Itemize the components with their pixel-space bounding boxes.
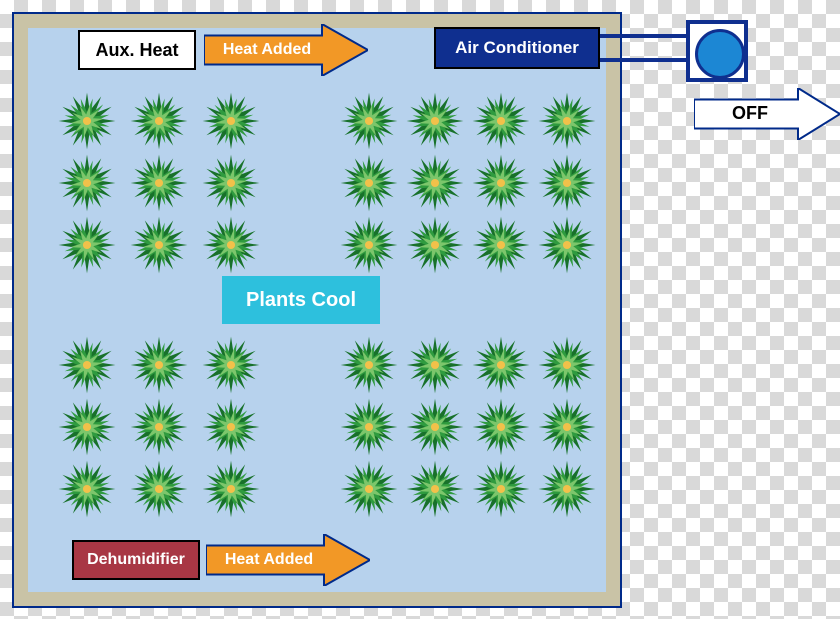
svg-text:OFF: OFF — [732, 103, 768, 123]
plant-icon — [406, 216, 464, 274]
plant-icon — [58, 398, 116, 456]
ac-connector-bottom — [600, 58, 686, 62]
plant-icon — [58, 336, 116, 394]
plant-icon — [130, 398, 188, 456]
aux-heat-box: Aux. Heat — [78, 30, 196, 70]
plant-icon — [340, 92, 398, 150]
plant-icon — [58, 460, 116, 518]
plant-icon — [538, 336, 596, 394]
plant-icon — [538, 398, 596, 456]
plant-icon — [406, 336, 464, 394]
ac-connector-top — [600, 34, 686, 38]
plants-cool-box: Plants Cool — [222, 276, 380, 324]
dehumidifier-box: Dehumidifier — [72, 540, 200, 580]
dehumidifier-label: Dehumidifier — [87, 551, 185, 569]
plant-icon — [130, 216, 188, 274]
plant-icon — [340, 216, 398, 274]
plant-icon — [130, 336, 188, 394]
plant-icon — [202, 92, 260, 150]
air-conditioner-box: Air Conditioner — [434, 27, 600, 69]
plant-icon — [538, 460, 596, 518]
plant-icon — [340, 460, 398, 518]
plant-icon — [202, 460, 260, 518]
aux-heat-label: Aux. Heat — [95, 40, 178, 61]
svg-text:Heat Added: Heat Added — [223, 41, 311, 58]
plants-cool-label: Plants Cool — [246, 289, 356, 312]
plant-icon — [340, 398, 398, 456]
heat-added-arrow-bottom: Heat Added — [206, 534, 370, 586]
plant-icon — [406, 92, 464, 150]
plant-icon — [58, 154, 116, 212]
plant-icon — [406, 398, 464, 456]
plant-icon — [538, 154, 596, 212]
condenser-fan-icon — [695, 29, 745, 79]
plant-icon — [406, 154, 464, 212]
plant-icon — [472, 460, 530, 518]
plant-icon — [472, 336, 530, 394]
plant-icon — [406, 460, 464, 518]
plant-icon — [472, 92, 530, 150]
off-arrow: OFF — [694, 88, 840, 140]
condenser-box — [686, 20, 748, 82]
plant-icon — [472, 154, 530, 212]
svg-text:Heat Added: Heat Added — [225, 551, 313, 568]
plant-icon — [202, 216, 260, 274]
plant-icon — [340, 154, 398, 212]
air-conditioner-label: Air Conditioner — [455, 38, 579, 58]
plant-icon — [340, 336, 398, 394]
plant-icon — [58, 92, 116, 150]
heat-added-arrow-top: Heat Added — [204, 24, 368, 76]
plant-icon — [538, 92, 596, 150]
plant-icon — [130, 460, 188, 518]
plant-icon — [538, 216, 596, 274]
plant-icon — [130, 92, 188, 150]
plant-icon — [202, 398, 260, 456]
plant-icon — [130, 154, 188, 212]
plant-icon — [202, 336, 260, 394]
plant-icon — [472, 216, 530, 274]
plant-icon — [202, 154, 260, 212]
plant-icon — [472, 398, 530, 456]
plant-icon — [58, 216, 116, 274]
